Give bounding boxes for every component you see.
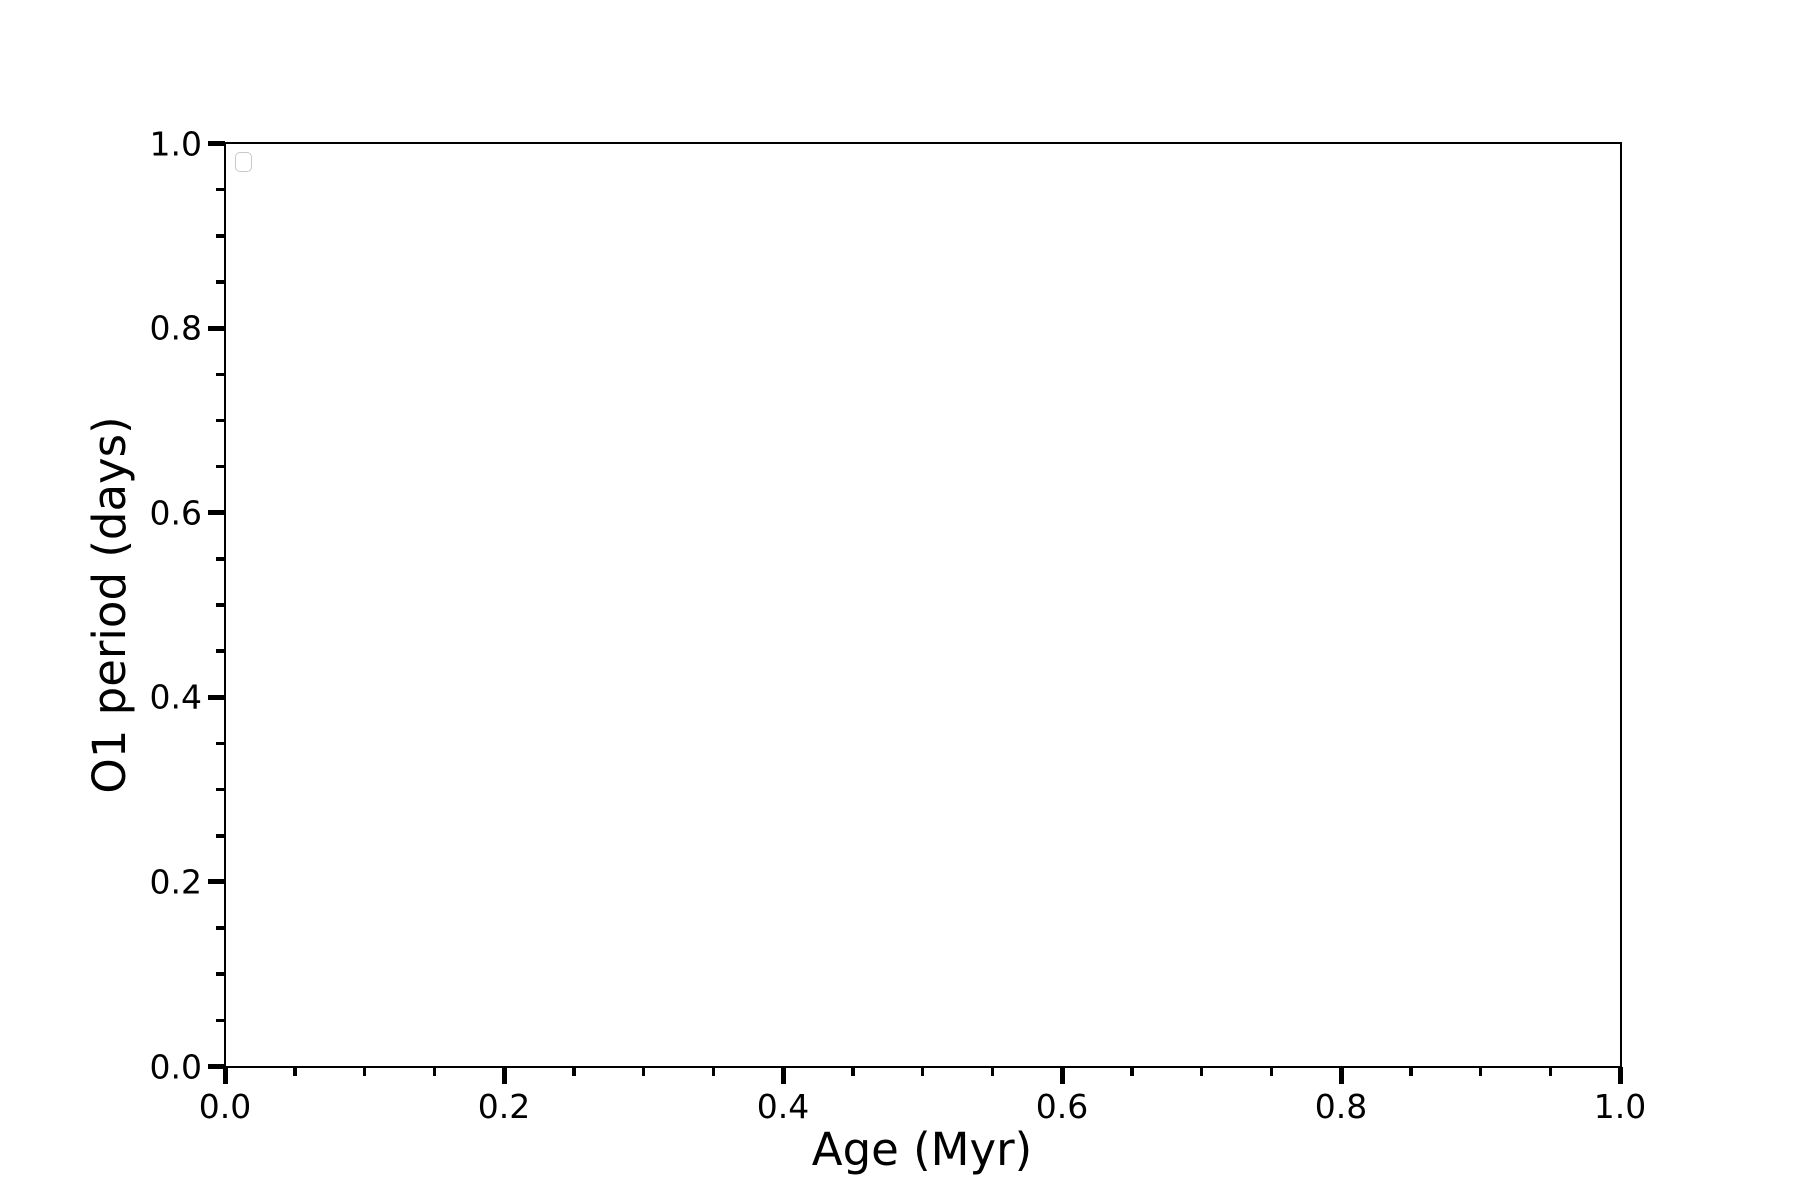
x-minor-tick — [362, 1066, 367, 1076]
y-axis-label: O1 period (days) — [83, 416, 137, 794]
x-minor-tick — [572, 1066, 576, 1076]
x-minor-tick — [1409, 1066, 1413, 1076]
x-minor-tick — [293, 1066, 297, 1076]
y-tick-label: 0.4 — [149, 677, 202, 717]
y-tick-label: 0.8 — [149, 308, 202, 348]
y-major-tick — [208, 1064, 225, 1069]
y-minor-tick — [216, 834, 225, 838]
x-major-tick — [501, 1066, 507, 1084]
x-minor-tick — [641, 1066, 646, 1076]
x-major-tick — [1338, 1066, 1344, 1084]
y-minor-tick — [216, 926, 225, 930]
y-tick-label: 0.6 — [149, 493, 202, 533]
y-minor-tick — [216, 787, 225, 792]
x-axis-label: Age (Myr) — [811, 1123, 1033, 1176]
y-minor-tick — [216, 187, 225, 192]
x-major-tick — [222, 1066, 228, 1084]
y-major-tick — [208, 694, 225, 700]
x-minor-tick — [432, 1066, 436, 1076]
x-tick-label: 0.0 — [198, 1086, 252, 1126]
x-major-tick — [1617, 1066, 1623, 1084]
x-minor-tick — [1548, 1066, 1552, 1076]
y-minor-tick — [216, 372, 225, 376]
x-tick-label: 0.8 — [1314, 1086, 1368, 1126]
y-major-tick — [208, 510, 225, 516]
y-minor-tick — [216, 557, 225, 561]
y-tick-label: 0.2 — [149, 862, 202, 902]
x-minor-tick — [1269, 1066, 1273, 1076]
x-minor-tick — [1478, 1066, 1483, 1076]
y-minor-tick — [216, 234, 225, 238]
legend-box — [235, 152, 252, 172]
y-minor-tick — [216, 603, 225, 607]
x-minor-tick — [851, 1066, 855, 1076]
y-major-tick — [208, 141, 225, 146]
x-minor-tick — [990, 1066, 994, 1076]
plot-area — [224, 142, 1622, 1068]
y-minor-tick — [216, 972, 225, 976]
x-minor-tick — [1130, 1066, 1134, 1076]
y-minor-tick — [216, 464, 225, 469]
y-minor-tick — [216, 280, 225, 284]
x-minor-tick — [1199, 1066, 1204, 1076]
x-tick-label: 0.6 — [1035, 1086, 1089, 1126]
y-major-tick — [208, 325, 225, 331]
x-tick-label: 0.4 — [756, 1086, 810, 1126]
x-major-tick — [780, 1066, 786, 1084]
y-tick-label: 0.0 — [149, 1047, 202, 1086]
x-tick-label: 0.2 — [477, 1086, 531, 1126]
x-major-tick — [1059, 1066, 1065, 1084]
y-tick-label: 1.0 — [149, 124, 202, 163]
x-minor-tick — [711, 1066, 715, 1076]
y-minor-tick — [216, 649, 225, 653]
x-tick-label: 1.0 — [1593, 1086, 1647, 1126]
y-major-tick — [208, 879, 225, 885]
y-minor-tick — [216, 741, 225, 746]
y-minor-tick — [216, 1018, 225, 1023]
y-minor-tick — [216, 418, 225, 423]
x-minor-tick — [920, 1066, 925, 1076]
